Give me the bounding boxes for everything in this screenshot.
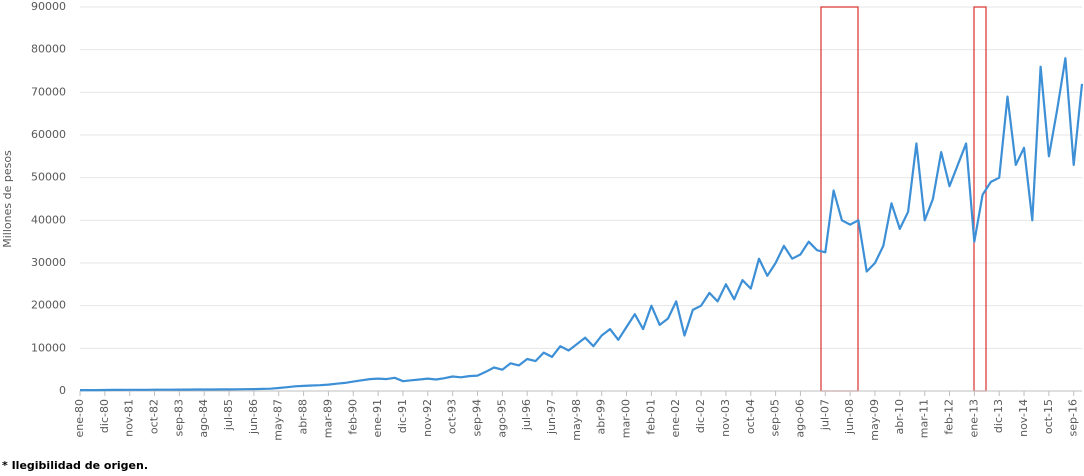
highlight-box [820,6,859,392]
x-tick-label: sep-16 [1067,399,1080,436]
x-tick-label: ene-80 [73,399,86,437]
y-tick-label: 20000 [31,299,66,312]
x-tick-label: dic-91 [396,399,409,433]
x-tick-label: jun-97 [545,399,558,435]
x-tick-label: sep-94 [470,399,483,436]
data-line [80,57,1084,392]
x-tick-label: ago-06 [793,399,806,438]
x-tick-label: may-87 [272,399,285,441]
x-tick-label: mar-89 [321,399,334,438]
x-tick-label: feb-01 [644,399,657,435]
highlight-box [973,6,987,392]
x-tick-label: nov-14 [1017,399,1030,437]
x-tick-label: sep-83 [172,399,185,436]
x-tick-label: nov-81 [123,399,136,437]
x-tick-label: may-98 [570,399,583,441]
x-tick-label: jul-96 [520,399,533,431]
x-tick-label: dic-02 [694,399,707,433]
y-axis-title: Millones de pesos [1,150,14,248]
y-tick-label: 90000 [31,0,66,13]
x-tick-label: ene-91 [371,399,384,437]
x-tick-label: ene-13 [967,399,980,437]
x-tick-label: oct-93 [446,399,459,434]
x-tick-label: oct-15 [1042,399,1055,434]
x-tick-label: ago-95 [495,399,508,438]
x-tick-label: sep-05 [769,399,782,436]
x-tick-label: jul-07 [818,399,831,431]
x-tick-label: jun-08 [843,399,856,435]
x-tick-label: jul-85 [222,399,235,431]
y-tick-label: 60000 [31,128,66,141]
y-tick-label: 40000 [31,213,66,226]
x-tick-label: mar-11 [918,399,931,438]
y-tick-label: 30000 [31,256,66,269]
y-tick-label: 50000 [31,171,66,184]
x-tick-label: ene-02 [669,399,682,437]
x-tick-label: oct-04 [744,399,757,434]
y-tick-label: 80000 [31,43,66,56]
y-tick-label: 10000 [31,341,66,354]
y-tick-label: 70000 [31,85,66,98]
x-tick-label: feb-90 [346,399,359,435]
x-tick-label: dic-13 [992,399,1005,433]
footnote: * Ilegibilidad de origen. [2,459,148,472]
x-tick-label: jun-86 [247,399,260,435]
x-tick-label: may-09 [868,399,881,441]
x-tick-label: ago-84 [197,399,210,438]
x-tick-label: abr-99 [595,399,608,435]
x-tick-label: nov-92 [421,399,434,437]
x-tick-label: dic-80 [98,399,111,433]
y-tick-label: 0 [59,384,66,397]
x-tick-label: feb-12 [943,399,956,435]
x-tick-label: nov-03 [719,399,732,437]
x-tick-label: mar-00 [620,399,633,438]
x-tick-label: oct-82 [148,399,161,434]
x-tick-label: abr-88 [297,399,310,435]
x-tick-label: abr-10 [893,399,906,435]
